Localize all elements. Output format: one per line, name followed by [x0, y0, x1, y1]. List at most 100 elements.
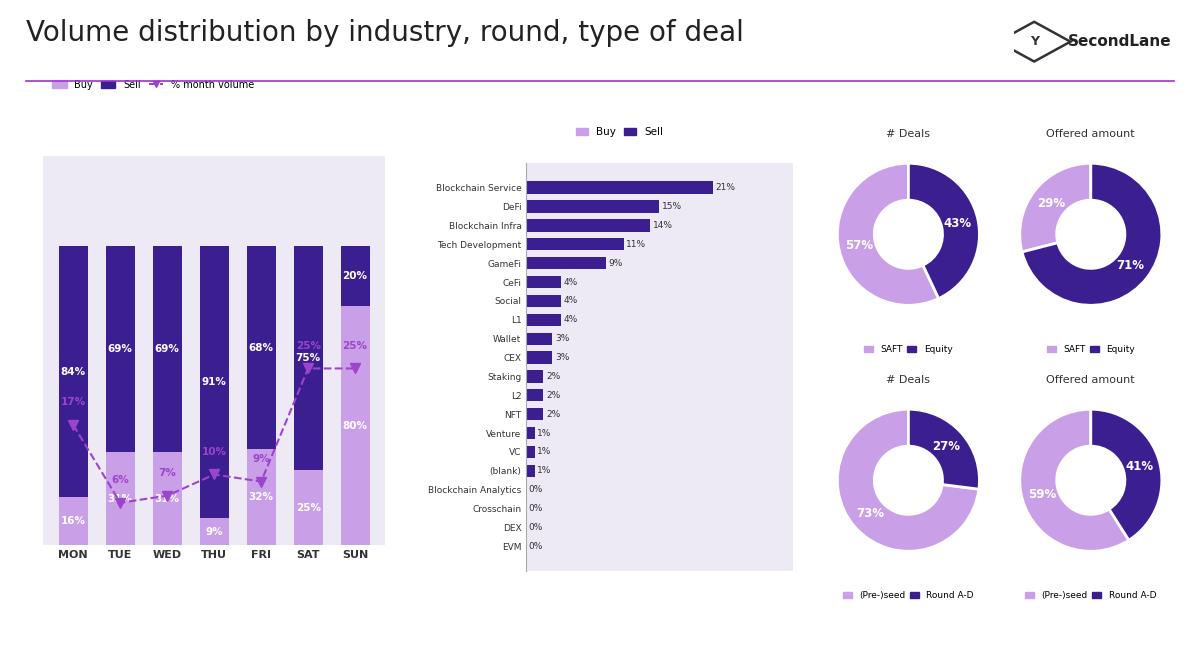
- Text: 20%: 20%: [342, 271, 367, 281]
- Bar: [526, 201, 660, 213]
- Text: 75%: 75%: [295, 353, 320, 363]
- Text: 25%: 25%: [295, 341, 320, 350]
- Text: Rounds Offered: Rounds Offered: [944, 351, 1055, 364]
- Wedge shape: [1020, 164, 1091, 252]
- Legend: SAFT, Equity: SAFT, Equity: [1043, 341, 1139, 358]
- Bar: [526, 257, 606, 269]
- Wedge shape: [838, 410, 979, 551]
- Wedge shape: [1022, 164, 1162, 305]
- Bar: [526, 465, 534, 477]
- Wedge shape: [1020, 410, 1129, 551]
- Text: 2%: 2%: [546, 372, 560, 381]
- Text: 14%: 14%: [653, 221, 673, 230]
- Legend: Buy, Sell: Buy, Sell: [571, 123, 667, 141]
- Bar: [526, 351, 552, 363]
- Text: 16%: 16%: [61, 516, 86, 526]
- Text: 69%: 69%: [155, 344, 180, 354]
- Text: 9%: 9%: [205, 527, 223, 537]
- Text: 1%: 1%: [538, 448, 552, 456]
- Text: 4%: 4%: [564, 297, 578, 306]
- Text: 71%: 71%: [1117, 259, 1145, 272]
- Text: 59%: 59%: [1028, 488, 1056, 501]
- Legend: (Pre-)seed, Round A-D: (Pre-)seed, Round A-D: [1022, 587, 1159, 604]
- Text: 3%: 3%: [556, 353, 570, 362]
- Text: 68%: 68%: [248, 343, 274, 353]
- Text: 31%: 31%: [155, 494, 180, 504]
- Wedge shape: [838, 164, 938, 305]
- Text: 1%: 1%: [538, 428, 552, 437]
- Text: 3%: 3%: [556, 334, 570, 343]
- Text: 6%: 6%: [112, 475, 130, 485]
- Wedge shape: [1091, 410, 1162, 540]
- Text: Volume distribution by industry (# deals): Volume distribution by industry (# deals…: [472, 106, 745, 119]
- Bar: [526, 219, 650, 232]
- Bar: [526, 332, 552, 345]
- Text: 43%: 43%: [943, 217, 972, 230]
- Text: 29%: 29%: [1037, 197, 1066, 210]
- Text: 0%: 0%: [528, 523, 542, 532]
- Legend: (Pre-)seed, Round A-D: (Pre-)seed, Round A-D: [840, 587, 977, 604]
- Text: 31%: 31%: [108, 494, 133, 504]
- Bar: [106, 452, 134, 545]
- Text: 9%: 9%: [252, 454, 270, 464]
- Title: # Deals: # Deals: [887, 129, 930, 139]
- Text: 4%: 4%: [564, 278, 578, 286]
- Bar: [526, 276, 562, 288]
- Text: 4%: 4%: [564, 315, 578, 324]
- Text: 57%: 57%: [845, 239, 874, 252]
- Text: 73%: 73%: [857, 507, 884, 520]
- Bar: [341, 246, 370, 306]
- Text: 21%: 21%: [715, 183, 736, 192]
- Bar: [526, 389, 544, 402]
- Bar: [526, 295, 562, 307]
- Title: Offered amount: Offered amount: [1046, 375, 1135, 385]
- Text: SecondLane: SecondLane: [1068, 34, 1171, 49]
- Text: 10%: 10%: [202, 447, 227, 457]
- Bar: [341, 306, 370, 545]
- Text: 0%: 0%: [528, 504, 542, 513]
- Title: # Deals: # Deals: [887, 375, 930, 385]
- Text: 17%: 17%: [61, 397, 86, 408]
- Bar: [526, 427, 534, 439]
- Legend: Buy, Sell, % month volume: Buy, Sell, % month volume: [48, 76, 258, 93]
- Text: 25%: 25%: [295, 503, 320, 513]
- Text: Volume distribution by weekday (# deals): Volume distribution by weekday (# deals): [72, 106, 349, 119]
- Bar: [199, 519, 229, 545]
- Bar: [526, 371, 544, 383]
- Text: 9%: 9%: [608, 259, 623, 267]
- Text: 32%: 32%: [248, 493, 274, 502]
- Polygon shape: [998, 22, 1070, 62]
- Bar: [526, 408, 544, 421]
- Text: 27%: 27%: [932, 441, 960, 454]
- Text: 69%: 69%: [108, 344, 133, 354]
- Text: 2%: 2%: [546, 391, 560, 400]
- Text: 7%: 7%: [158, 468, 176, 478]
- Wedge shape: [908, 164, 979, 299]
- Text: 80%: 80%: [342, 421, 367, 430]
- Legend: SAFT, Equity: SAFT, Equity: [860, 341, 956, 358]
- Text: Y: Y: [1030, 35, 1039, 48]
- Text: 84%: 84%: [61, 367, 86, 376]
- Bar: [59, 497, 88, 545]
- Bar: [247, 450, 276, 545]
- Bar: [199, 246, 229, 519]
- Bar: [152, 246, 181, 452]
- Text: 91%: 91%: [202, 377, 227, 387]
- Text: Volume distribution by industry, round, type of deal: Volume distribution by industry, round, …: [26, 19, 744, 47]
- Bar: [106, 246, 134, 452]
- Bar: [526, 313, 562, 326]
- Wedge shape: [908, 410, 979, 489]
- Text: SAFT vs Equity: SAFT vs Equity: [948, 106, 1051, 119]
- Text: 15%: 15%: [662, 202, 683, 211]
- Text: 41%: 41%: [1126, 459, 1153, 472]
- Bar: [526, 182, 713, 194]
- Text: 2%: 2%: [546, 410, 560, 419]
- Bar: [59, 246, 88, 497]
- Bar: [526, 238, 624, 251]
- Bar: [294, 246, 323, 471]
- Text: 0%: 0%: [528, 485, 542, 495]
- Bar: [247, 246, 276, 450]
- Bar: [526, 446, 534, 458]
- Text: 11%: 11%: [626, 239, 647, 249]
- Text: 1%: 1%: [538, 467, 552, 475]
